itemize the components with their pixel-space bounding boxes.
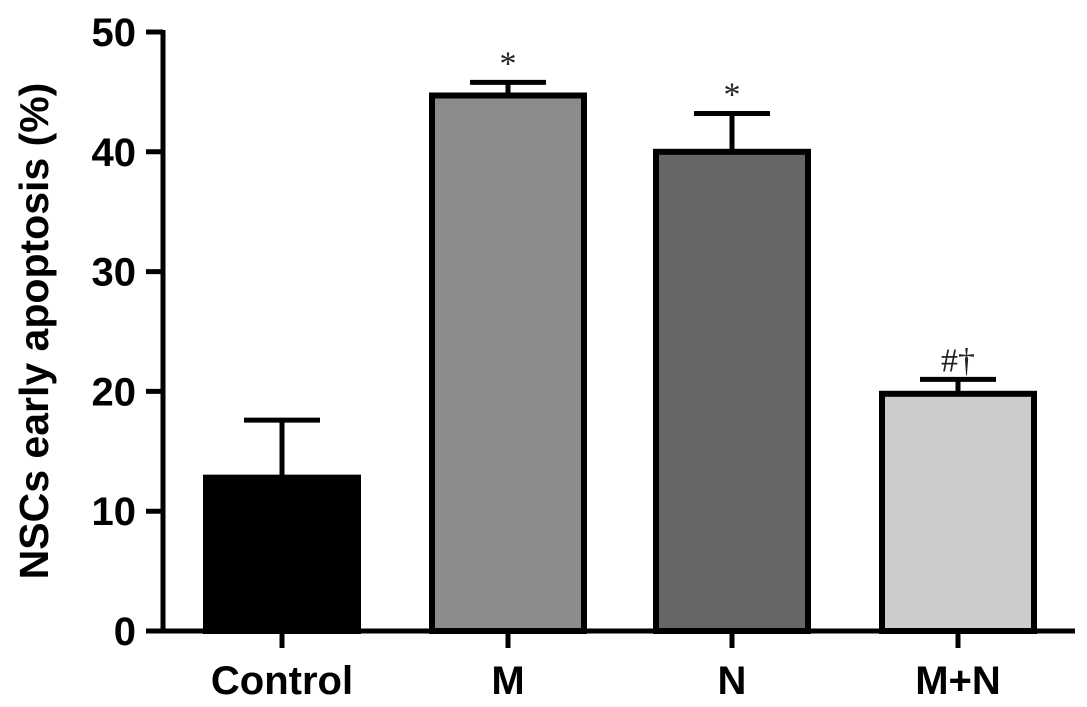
y-tick-label: 20 (92, 370, 137, 414)
x-axis: Control M N M+N (161, 628, 1075, 703)
bar (653, 148, 811, 635)
bar (879, 390, 1037, 634)
y-tick-label: 30 (92, 251, 137, 295)
x-tick-label: Control (211, 659, 353, 703)
significance-marker: * (724, 76, 741, 113)
significance-marker: * (500, 45, 517, 82)
y-tick-label: 10 (92, 490, 137, 534)
y-tick-label: 50 (92, 11, 137, 55)
x-tick-label: M (491, 659, 524, 703)
bars: * * #† (203, 45, 1037, 635)
y-axis: 0 10 20 30 40 50 (92, 11, 166, 654)
bar (203, 474, 361, 634)
bar (429, 92, 587, 634)
y-tick-label: 0 (114, 610, 136, 654)
y-tick-label: 40 (92, 131, 137, 175)
x-tick-label: N (718, 659, 747, 703)
y-axis-title: NSCs early apoptosis (%) (11, 83, 57, 580)
significance-marker: #† (941, 342, 975, 379)
x-tick-label: M+N (915, 659, 1001, 703)
